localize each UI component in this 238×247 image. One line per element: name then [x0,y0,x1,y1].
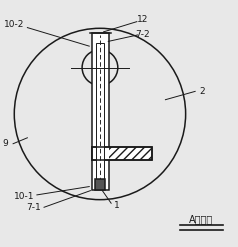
Bar [96,42,104,188]
Text: 1: 1 [114,201,119,210]
Bar [92,147,152,160]
Bar [92,33,109,190]
Text: 7-1: 7-1 [26,204,41,212]
Text: 2: 2 [199,87,205,96]
Text: 9: 9 [2,139,8,148]
Text: 10-1: 10-1 [14,192,34,201]
Bar [92,147,152,160]
Text: 7-2: 7-2 [135,30,150,39]
Text: 10-2: 10-2 [4,20,25,29]
Text: 12: 12 [137,16,149,24]
Bar [95,179,105,190]
Bar [109,147,152,160]
Text: A部放大: A部放大 [189,214,213,224]
